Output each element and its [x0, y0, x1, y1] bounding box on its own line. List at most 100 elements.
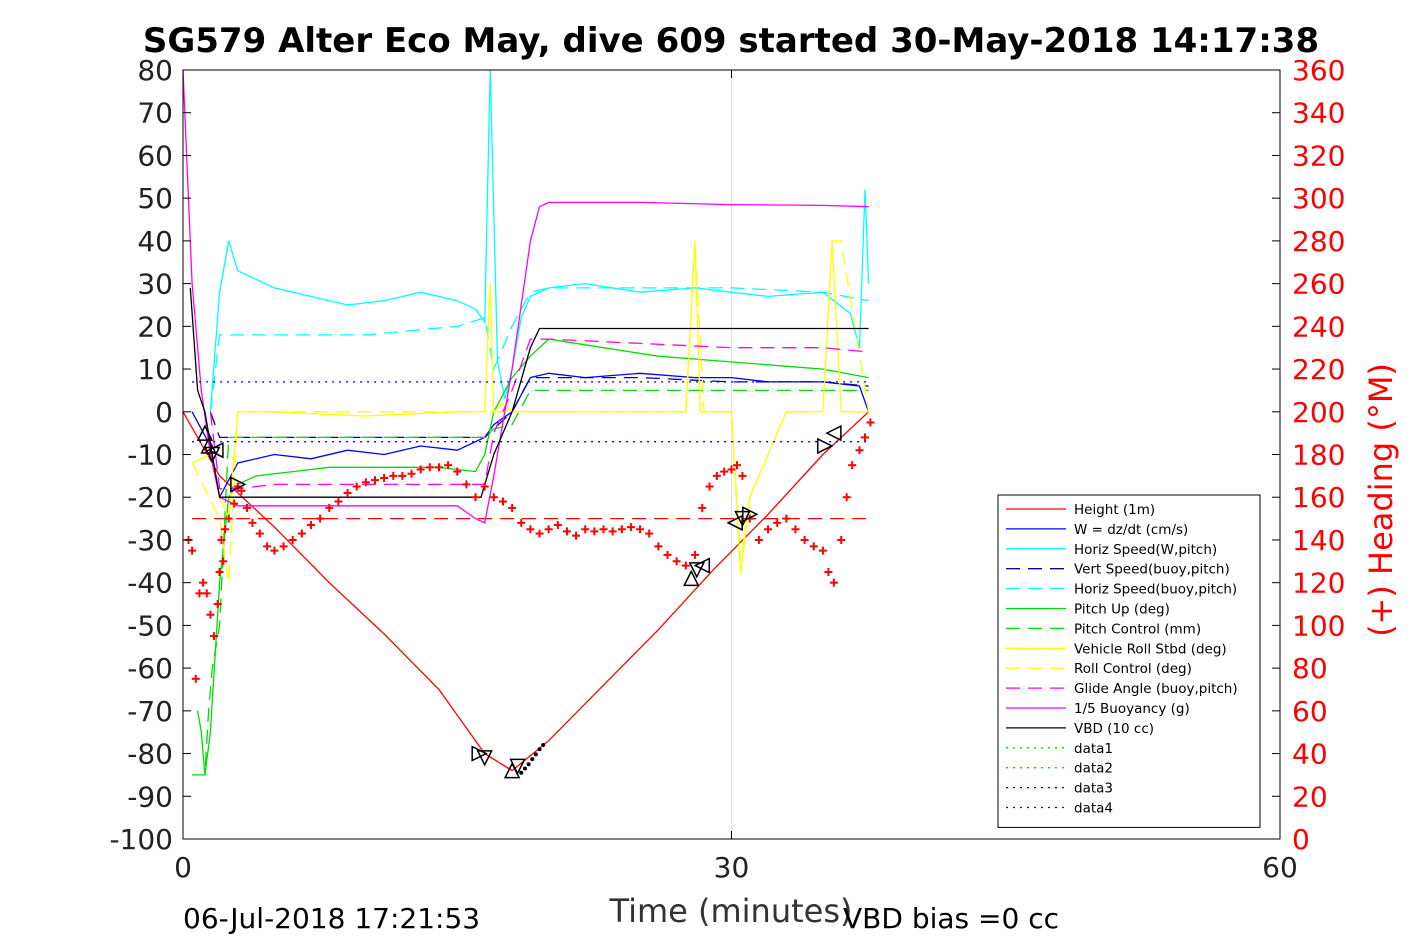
heading-point: [389, 471, 398, 480]
heading-point: [626, 523, 635, 532]
y2-tick-label: 180: [1292, 439, 1345, 472]
heading-point: [242, 503, 251, 512]
heading-point: [361, 478, 370, 487]
heading-point: [213, 600, 222, 609]
x-tick-label: 60: [1262, 851, 1298, 884]
legend-label: Glide Angle (buoy,pitch): [1074, 681, 1238, 697]
dot-marker: [537, 747, 542, 752]
y2-tick-label: 260: [1292, 268, 1345, 301]
legend-label: Height (1m): [1074, 502, 1155, 518]
heading-point: [480, 482, 489, 491]
heading-point: [453, 467, 462, 476]
triangle-marker: [196, 424, 214, 441]
y2-tick-label: 80: [1292, 652, 1328, 685]
y-tick-label: -30: [127, 524, 173, 557]
heading-point: [206, 610, 215, 619]
heading-point: [535, 529, 544, 538]
heading-point: [444, 461, 453, 470]
y2-tick-label: 140: [1292, 524, 1345, 557]
heading-point: [202, 589, 211, 598]
heading-point: [498, 497, 507, 506]
heading-point: [712, 471, 721, 480]
heading-point: [636, 525, 645, 534]
y-tick-label: 10: [137, 353, 173, 386]
y2-tick-label: 60: [1292, 695, 1328, 728]
legend-box: [997, 494, 1261, 828]
x-tick-label: 0: [174, 851, 192, 884]
heading-point: [727, 465, 736, 474]
legend-label: 1/5 Buoyancy (g): [1074, 701, 1190, 717]
triangle-marker: [688, 562, 705, 579]
y-tick-label: 80: [137, 54, 173, 87]
heading-point: [698, 503, 707, 512]
dot-marker: [533, 752, 538, 757]
heading-point: [306, 520, 315, 529]
y-tick-label: 50: [137, 182, 173, 215]
heading-point: [829, 578, 838, 587]
y-tick-label: -60: [127, 652, 173, 685]
heading-point: [407, 469, 416, 478]
heading-point: [617, 525, 626, 534]
dot-marker: [522, 766, 527, 771]
y-tick-label: -100: [109, 823, 173, 856]
y-tick-label: -40: [127, 567, 173, 600]
y-tick-label: -80: [127, 738, 173, 771]
heading-point: [754, 535, 763, 544]
y2-tick-label: 0: [1292, 823, 1310, 856]
x-tick-label: 30: [714, 851, 750, 884]
heading-point: [297, 529, 306, 538]
triangle-marker: [683, 569, 700, 587]
heading-point: [599, 525, 608, 534]
dot-marker: [519, 770, 524, 775]
heading-point: [544, 525, 553, 534]
legend-label: data1: [1074, 741, 1113, 757]
heading-point: [517, 518, 526, 527]
triangle-marker: [816, 437, 834, 455]
y-tick-label: -20: [127, 481, 173, 514]
triangle-marker: [471, 745, 488, 762]
series-line: [189, 287, 869, 498]
heading-point: [508, 503, 517, 512]
heading-point: [738, 471, 747, 480]
heading-point: [842, 493, 851, 502]
triangle-marker: [476, 750, 493, 767]
heading-point: [255, 529, 264, 538]
series-line: [209, 338, 869, 490]
heading-point: [195, 589, 204, 598]
legend-label: Horiz Speed(W,pitch): [1074, 542, 1217, 558]
heading-point: [720, 467, 729, 476]
heading-point: [191, 674, 200, 683]
heading-point: [434, 463, 443, 472]
heading-point: [866, 418, 875, 427]
y2-tick-label: 240: [1292, 310, 1345, 343]
heading-point: [732, 461, 741, 470]
series-line: [209, 287, 869, 412]
y-tick-label: -50: [127, 609, 173, 642]
heading-point: [782, 514, 791, 523]
legend-label: Pitch Control (mm): [1074, 621, 1201, 637]
series-line: [191, 240, 869, 575]
heading-point: [681, 561, 690, 570]
heading-point: [824, 567, 833, 576]
heading-point: [188, 546, 197, 555]
triangle-marker: [204, 446, 221, 464]
y2-tick-label: 280: [1292, 225, 1345, 258]
heading-point: [263, 542, 272, 551]
y2-axis-label: (+) Heading (°M): [1362, 363, 1400, 637]
series-line: [209, 69, 870, 412]
heading-point: [489, 493, 498, 502]
legend: Height (1m) W = dz/dt (cm/s) Horiz Speed(W…: [997, 494, 1261, 828]
heading-point: [572, 531, 581, 540]
heading-point: [221, 525, 230, 534]
series-line: [191, 240, 870, 583]
triangle-marker: [509, 758, 526, 776]
heading-point: [199, 578, 208, 587]
heading-point: [288, 535, 297, 544]
heading-point: [224, 514, 233, 523]
y-tick-label: 40: [137, 225, 173, 258]
heading-point: [352, 482, 361, 491]
y2-tick-label: 40: [1292, 738, 1328, 771]
heading-point: [773, 518, 782, 527]
